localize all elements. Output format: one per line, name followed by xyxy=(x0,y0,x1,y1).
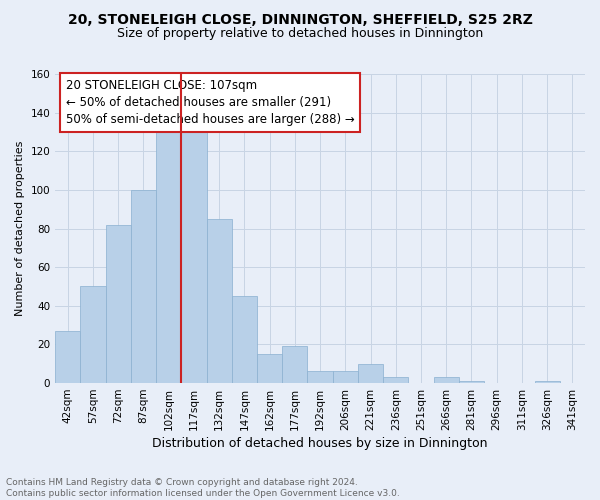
Bar xyxy=(535,381,560,383)
Bar xyxy=(383,378,409,383)
Text: 20 STONELEIGH CLOSE: 107sqm
← 50% of detached houses are smaller (291)
50% of se: 20 STONELEIGH CLOSE: 107sqm ← 50% of det… xyxy=(66,78,355,126)
Bar xyxy=(181,130,206,383)
Bar xyxy=(358,364,383,383)
Bar xyxy=(307,372,332,383)
Bar xyxy=(156,130,181,383)
Bar xyxy=(434,378,459,383)
Bar xyxy=(206,219,232,383)
X-axis label: Distribution of detached houses by size in Dinnington: Distribution of detached houses by size … xyxy=(152,437,488,450)
Bar xyxy=(80,286,106,383)
Text: 20, STONELEIGH CLOSE, DINNINGTON, SHEFFIELD, S25 2RZ: 20, STONELEIGH CLOSE, DINNINGTON, SHEFFI… xyxy=(68,12,532,26)
Text: Contains HM Land Registry data © Crown copyright and database right 2024.
Contai: Contains HM Land Registry data © Crown c… xyxy=(6,478,400,498)
Y-axis label: Number of detached properties: Number of detached properties xyxy=(15,141,25,316)
Bar xyxy=(282,346,307,383)
Bar xyxy=(232,296,257,383)
Bar xyxy=(257,354,282,383)
Bar xyxy=(106,224,131,383)
Text: Size of property relative to detached houses in Dinnington: Size of property relative to detached ho… xyxy=(117,28,483,40)
Bar xyxy=(332,372,358,383)
Bar xyxy=(459,381,484,383)
Bar xyxy=(55,331,80,383)
Bar xyxy=(131,190,156,383)
